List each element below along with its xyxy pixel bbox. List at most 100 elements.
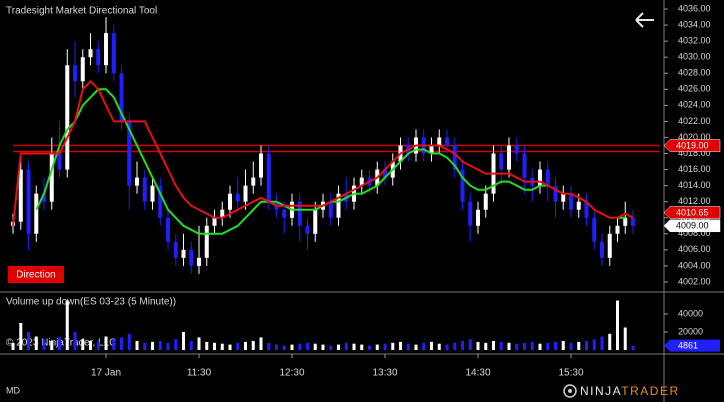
price-plot bbox=[11, 17, 660, 274]
candle-body bbox=[553, 185, 558, 202]
volume-bar bbox=[546, 342, 550, 350]
candle-body bbox=[600, 241, 605, 258]
volume-bar bbox=[65, 300, 69, 350]
candle-body bbox=[158, 185, 163, 218]
y-tick-label: 4016.00 bbox=[678, 164, 711, 174]
volume-bar bbox=[11, 342, 15, 350]
candle-body bbox=[204, 225, 209, 258]
volume-bar bbox=[585, 341, 589, 350]
volume-bar bbox=[158, 341, 162, 350]
candle-body bbox=[569, 193, 574, 210]
candle-body bbox=[104, 33, 109, 66]
candle-body bbox=[49, 153, 54, 202]
volume-bar bbox=[251, 341, 255, 350]
logo-part: NINJA bbox=[580, 384, 621, 398]
volume-bar bbox=[623, 327, 627, 350]
volume-bar bbox=[391, 342, 395, 350]
candle-body bbox=[576, 201, 581, 210]
candle-body bbox=[445, 137, 450, 146]
volume-bar bbox=[375, 344, 379, 350]
logo-text: NINJATRADER bbox=[580, 384, 680, 398]
candle-body bbox=[251, 177, 256, 186]
volume-bar bbox=[561, 341, 565, 350]
volume-bar bbox=[244, 341, 248, 350]
candle-body bbox=[313, 209, 318, 234]
volume-bar bbox=[73, 332, 77, 350]
y-tick-label: 20000 bbox=[678, 326, 703, 336]
candle-body bbox=[561, 193, 566, 202]
y-tick-label: 4004.00 bbox=[678, 260, 711, 270]
y-tick-label: 4032.00 bbox=[678, 36, 711, 46]
candle-body bbox=[538, 169, 543, 186]
candle-body bbox=[615, 225, 620, 234]
volume-bar bbox=[298, 343, 302, 350]
y-tick-label: 4028.00 bbox=[678, 68, 711, 78]
logo-icon bbox=[568, 389, 572, 393]
volume-bar bbox=[34, 336, 38, 350]
volume-bar bbox=[608, 333, 612, 350]
candle-body bbox=[88, 49, 93, 58]
y-tick-label: 4030.00 bbox=[678, 52, 711, 62]
logo: NINJATRADER bbox=[563, 384, 680, 398]
candle-body bbox=[119, 73, 124, 122]
volume-bar bbox=[631, 345, 635, 350]
candle-body bbox=[452, 145, 457, 170]
volume-bar bbox=[368, 345, 372, 350]
candle-body bbox=[383, 169, 388, 178]
candle-body bbox=[235, 193, 240, 202]
volume-bar bbox=[96, 341, 100, 350]
candle-body bbox=[468, 201, 473, 226]
candle-body bbox=[96, 49, 101, 66]
footer-left: MD bbox=[6, 385, 20, 395]
volume-bar bbox=[383, 343, 387, 350]
copyright: © 2023 NinjaTrader, LLC bbox=[6, 338, 116, 349]
volume-bar bbox=[282, 345, 286, 350]
volume-bar bbox=[422, 342, 426, 350]
y-tick-label: 4026.00 bbox=[678, 84, 711, 94]
volume-title: Volume up down(ES 03-23 (5 Minute)) bbox=[6, 297, 176, 308]
volume-bar bbox=[492, 341, 496, 350]
volume-bar bbox=[577, 341, 581, 350]
candle-body bbox=[57, 153, 62, 170]
candle-body bbox=[437, 137, 442, 146]
x-tick-label: 12:30 bbox=[279, 368, 304, 379]
back-button[interactable] bbox=[635, 12, 654, 28]
volume-bar bbox=[182, 332, 186, 350]
volume-bar bbox=[360, 344, 364, 350]
volume-bar bbox=[189, 341, 193, 350]
candle-body bbox=[80, 57, 85, 82]
volume-bar bbox=[414, 344, 418, 350]
y-tick-label: 4034.00 bbox=[678, 19, 711, 29]
volume-bar bbox=[89, 341, 93, 350]
candle-body bbox=[328, 201, 333, 218]
volume-bar bbox=[58, 337, 62, 350]
volume-bar bbox=[569, 342, 573, 350]
volume-bar bbox=[523, 342, 527, 350]
volume-bar bbox=[399, 341, 403, 350]
candle-body bbox=[166, 217, 171, 242]
volume-bar bbox=[461, 341, 465, 350]
candle-body bbox=[499, 153, 504, 170]
price-marker bbox=[663, 206, 721, 219]
volume-bar bbox=[344, 342, 348, 350]
candle-body bbox=[142, 177, 147, 202]
candle-body bbox=[282, 209, 287, 218]
direction-label: Direction bbox=[16, 270, 55, 281]
indicator-line bbox=[12, 79, 634, 226]
volume-bar bbox=[592, 339, 596, 350]
candle-body bbox=[197, 257, 202, 266]
candle-body bbox=[631, 217, 636, 226]
volume-bar bbox=[50, 341, 54, 350]
volume-bar bbox=[445, 344, 449, 350]
volume-bar bbox=[290, 344, 294, 350]
volume-bar bbox=[228, 344, 232, 350]
back-arrow[interactable] bbox=[635, 12, 654, 28]
volume-bar bbox=[27, 332, 31, 350]
volume-bar bbox=[453, 342, 457, 350]
chart-title: Tradesight Market Directional Tool bbox=[6, 6, 157, 17]
volume-bar bbox=[499, 341, 503, 350]
volume-bar bbox=[616, 300, 620, 350]
